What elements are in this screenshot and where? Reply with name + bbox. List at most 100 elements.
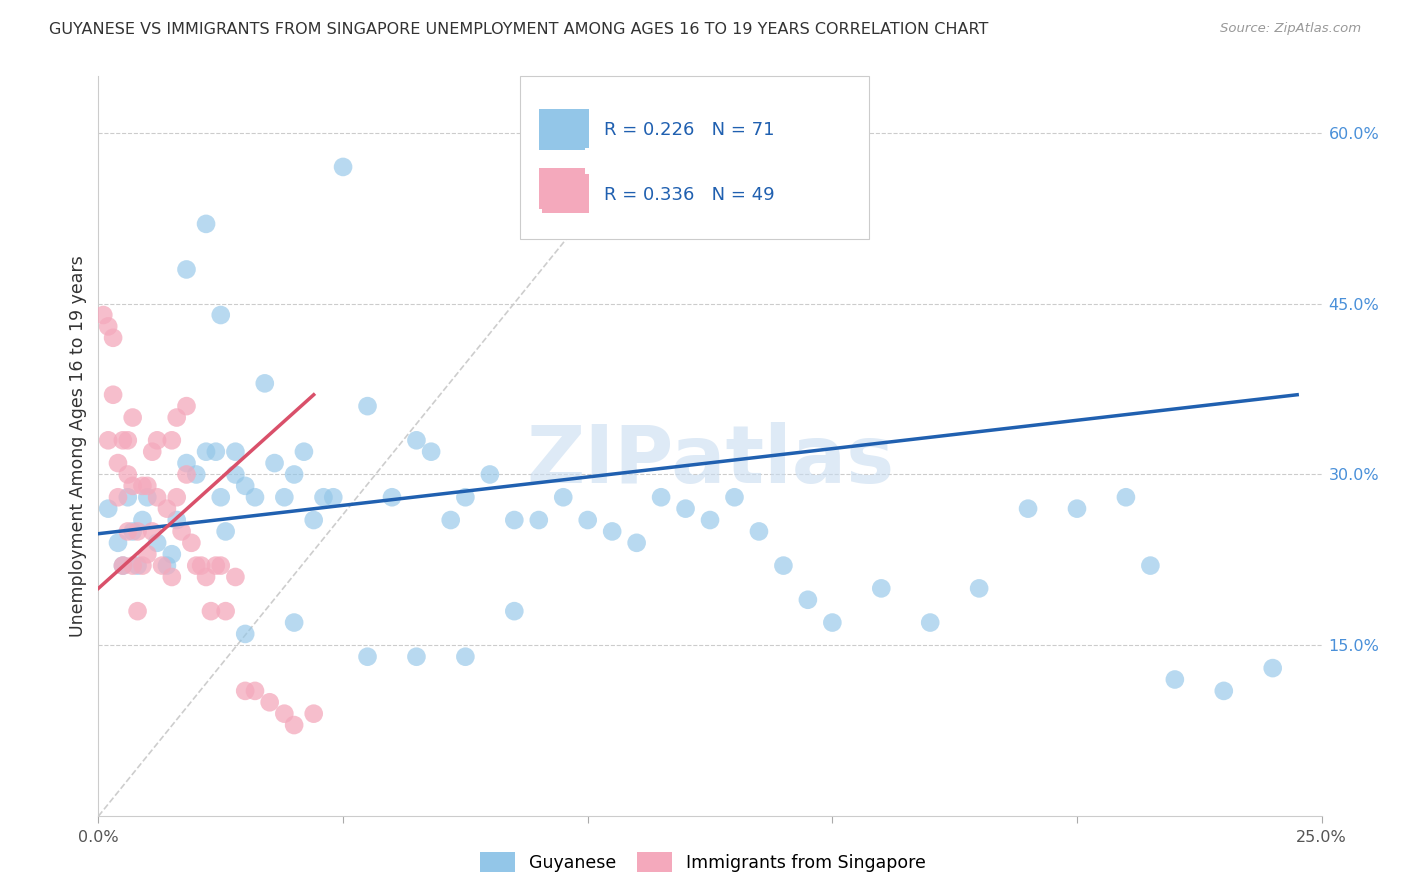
Point: [420, 444, 443, 458]
Point: [600, 524, 623, 539]
Legend: Guyanese, Immigrants from Singapore: Guyanese, Immigrants from Singapore: [474, 845, 932, 879]
Point: [176, 467, 198, 482]
Point: [121, 410, 143, 425]
Point: [107, 536, 129, 550]
Point: [243, 684, 266, 698]
Point: [772, 558, 794, 573]
FancyBboxPatch shape: [538, 109, 585, 150]
Point: [1115, 490, 1137, 504]
Point: [111, 434, 134, 448]
Point: [1139, 558, 1161, 573]
Point: [302, 513, 325, 527]
Point: [233, 627, 256, 641]
Point: [273, 490, 295, 504]
Point: [322, 490, 344, 504]
Text: R = 0.226   N = 71: R = 0.226 N = 71: [603, 121, 775, 139]
Y-axis label: Unemployment Among Ages 16 to 19 years: Unemployment Among Ages 16 to 19 years: [69, 255, 87, 637]
Point: [166, 513, 188, 527]
Text: ZIPatlas: ZIPatlas: [526, 422, 894, 500]
Point: [699, 513, 721, 527]
Point: [283, 718, 305, 732]
Point: [146, 490, 169, 504]
Point: [1212, 684, 1234, 698]
Point: [101, 331, 124, 345]
Point: [160, 434, 183, 448]
Point: [650, 490, 672, 504]
Point: [166, 410, 188, 425]
Point: [170, 524, 193, 539]
Point: [870, 582, 893, 596]
Point: [209, 490, 232, 504]
Point: [748, 524, 770, 539]
Point: [131, 513, 153, 527]
Point: [205, 444, 228, 458]
Text: Source: ZipAtlas.com: Source: ZipAtlas.com: [1220, 22, 1361, 36]
Point: [200, 604, 222, 618]
Point: [121, 558, 143, 573]
Point: [97, 501, 120, 516]
FancyBboxPatch shape: [543, 174, 589, 213]
Point: [1164, 673, 1187, 687]
Point: [131, 558, 153, 573]
Point: [478, 467, 501, 482]
Point: [156, 558, 179, 573]
Point: [136, 490, 159, 504]
Point: [117, 467, 139, 482]
Point: [967, 582, 990, 596]
Point: [146, 536, 169, 550]
Point: [405, 434, 427, 448]
Point: [214, 604, 236, 618]
Point: [224, 444, 246, 458]
Point: [117, 490, 139, 504]
Point: [91, 308, 114, 322]
Point: [205, 558, 228, 573]
Point: [503, 513, 526, 527]
Point: [121, 479, 143, 493]
Point: [1017, 501, 1039, 516]
Point: [209, 558, 232, 573]
Point: [195, 570, 218, 584]
Point: [186, 467, 208, 482]
Point: [920, 615, 942, 630]
Point: [821, 615, 844, 630]
Text: GUYANESE VS IMMIGRANTS FROM SINGAPORE UNEMPLOYMENT AMONG AGES 16 TO 19 YEARS COR: GUYANESE VS IMMIGRANTS FROM SINGAPORE UN…: [49, 22, 988, 37]
Point: [127, 604, 149, 618]
Point: [233, 479, 256, 493]
Point: [186, 558, 208, 573]
Point: [454, 649, 477, 664]
Point: [675, 501, 697, 516]
Point: [146, 434, 169, 448]
Point: [160, 547, 183, 561]
Point: [141, 444, 163, 458]
Point: [224, 467, 246, 482]
Point: [131, 479, 153, 493]
Point: [312, 490, 335, 504]
Point: [797, 592, 820, 607]
Point: [176, 456, 198, 470]
Point: [292, 444, 315, 458]
Point: [156, 501, 179, 516]
Text: R = 0.336   N = 49: R = 0.336 N = 49: [603, 186, 775, 204]
Point: [111, 558, 134, 573]
Point: [273, 706, 295, 721]
Point: [127, 524, 149, 539]
Point: [263, 456, 285, 470]
Point: [190, 558, 212, 573]
Point: [214, 524, 236, 539]
Point: [454, 490, 477, 504]
Point: [356, 649, 378, 664]
Point: [97, 319, 120, 334]
Point: [150, 558, 173, 573]
Point: [243, 490, 266, 504]
Point: [1261, 661, 1284, 675]
Point: [136, 479, 159, 493]
Point: [224, 570, 246, 584]
Point: [107, 456, 129, 470]
Point: [503, 604, 526, 618]
Point: [141, 524, 163, 539]
Point: [121, 524, 143, 539]
Point: [440, 513, 463, 527]
Point: [97, 434, 120, 448]
Point: [233, 684, 256, 698]
Point: [176, 262, 198, 277]
